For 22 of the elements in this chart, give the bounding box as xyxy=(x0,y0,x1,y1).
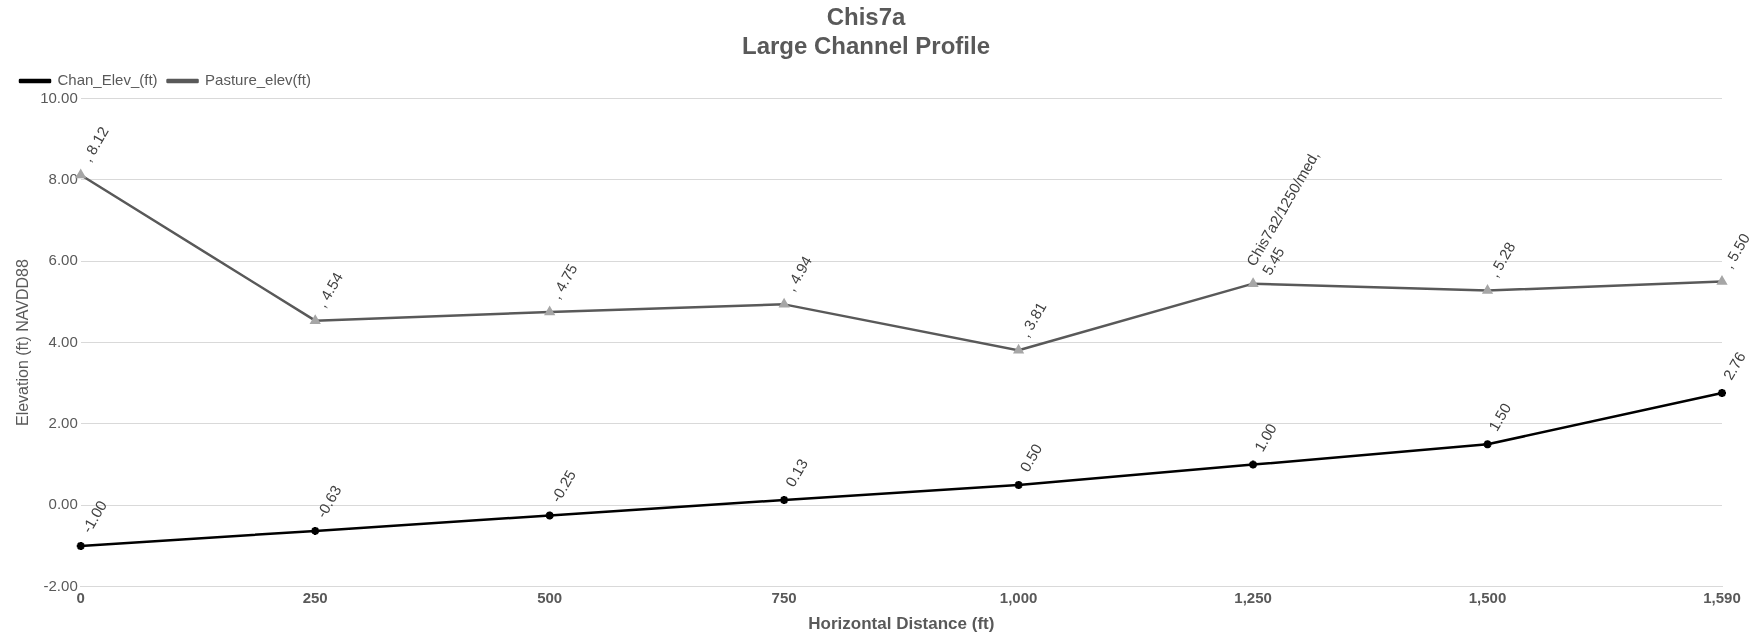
y-tick-label: 10.00 xyxy=(40,88,78,106)
chart-title: Chis7a Large Channel Profile xyxy=(741,3,991,59)
y-tick-label: 6.00 xyxy=(48,251,78,269)
y-tick-label: 8.00 xyxy=(48,170,78,188)
x-tick-label: 0 xyxy=(76,588,85,606)
point xyxy=(544,510,555,521)
x-axis-title: Horizontal Distance (ft) xyxy=(808,614,995,634)
legend-label: Chan_Elev_(ft) xyxy=(57,71,158,89)
x-tick-label: 500 xyxy=(537,588,563,606)
y-tick-label: -2.00 xyxy=(43,576,78,594)
y-tick-label: 2.00 xyxy=(48,414,78,432)
x-tick-label: 1,250 xyxy=(1234,588,1272,606)
y-tick-label: 4.00 xyxy=(48,332,78,350)
legend-label: Pasture_elev(ft) xyxy=(205,71,311,89)
y-axis-title: Elevation (ft) NAVDD88 xyxy=(14,259,32,427)
x-tick-label: 1,590 xyxy=(1703,588,1741,606)
x-tick-label: 750 xyxy=(771,588,797,606)
y-tick-label: 0.00 xyxy=(48,495,78,513)
x-tick-label: 250 xyxy=(302,588,328,606)
point xyxy=(1482,439,1493,450)
x-tick-label: 1,000 xyxy=(999,588,1038,606)
x-tick-label: 1,500 xyxy=(1468,588,1507,606)
